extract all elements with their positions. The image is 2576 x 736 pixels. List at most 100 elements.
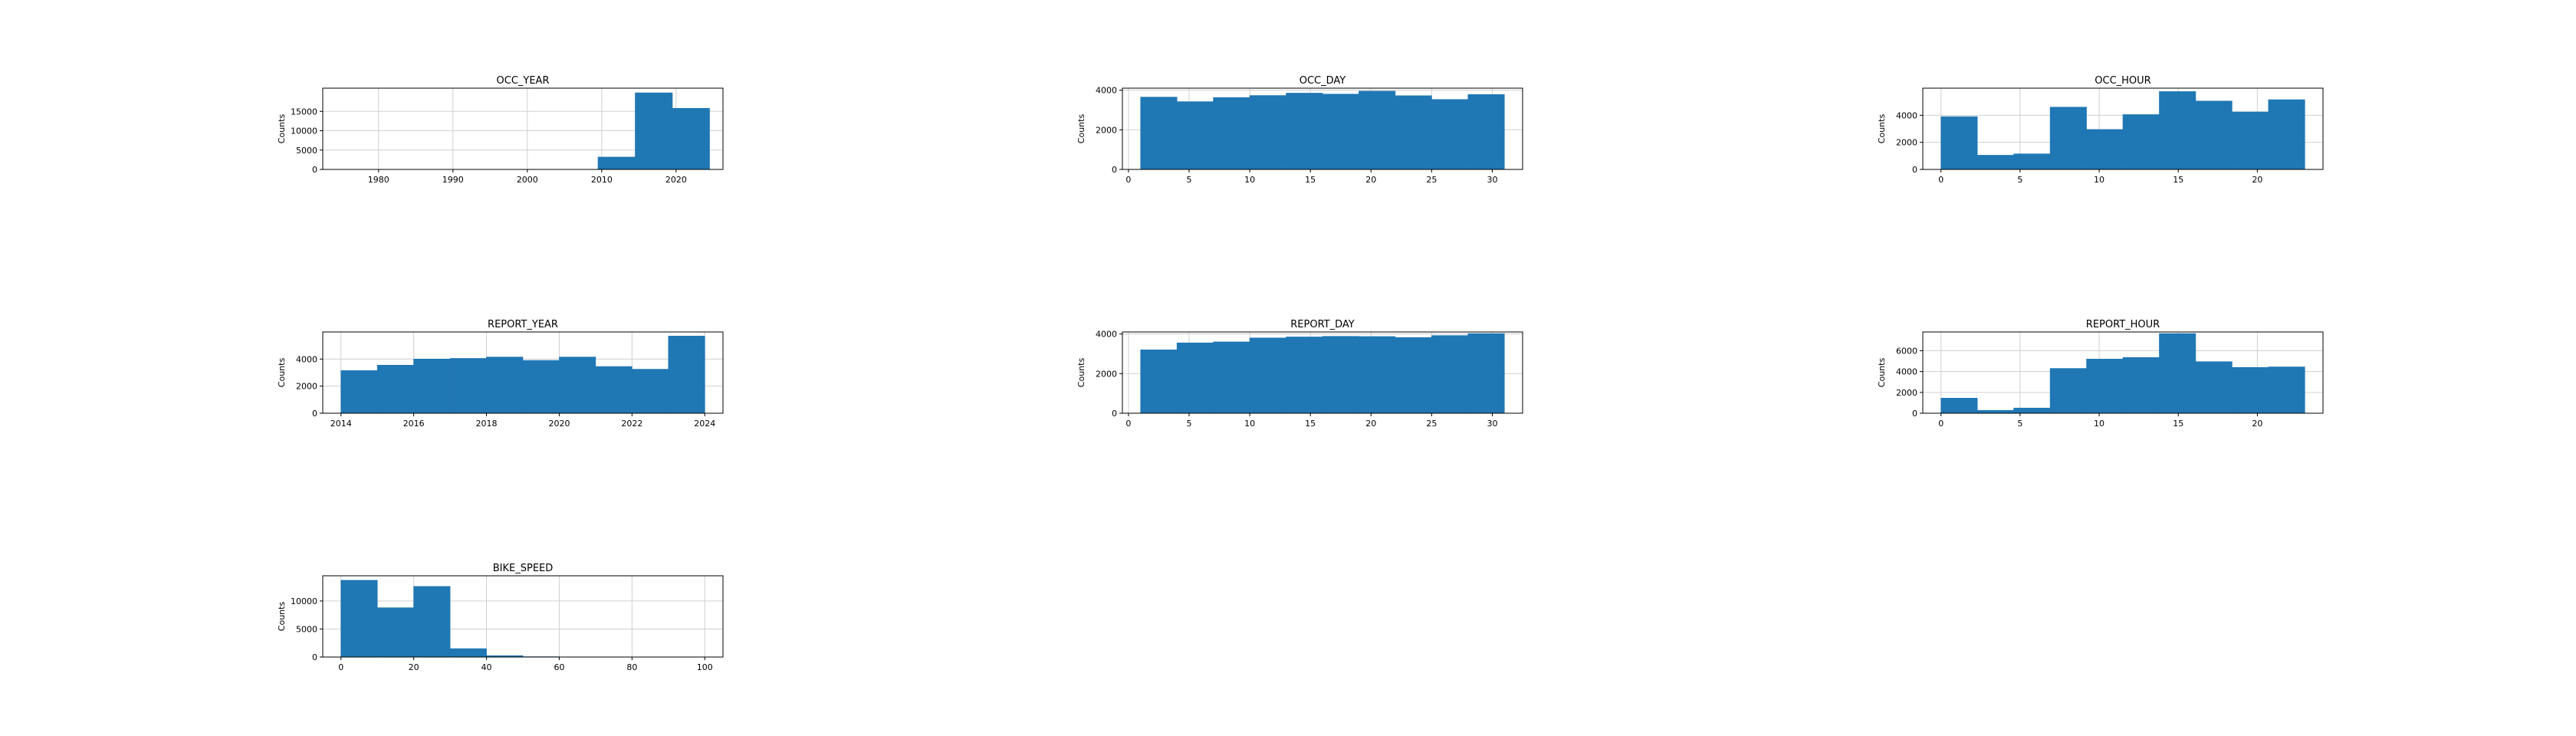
histogram-bar: [1140, 349, 1178, 414]
panel-title: REPORT_DAY: [1290, 319, 1355, 330]
x-tick-label: 5: [1187, 419, 1192, 429]
histogram-bar: [595, 366, 632, 414]
histogram-bar: [1940, 397, 1978, 414]
x-tick-label: 1980: [368, 175, 389, 185]
histogram-bar: [1213, 341, 1250, 414]
axes-frame: [1922, 331, 2324, 414]
histogram-bar: [376, 364, 414, 414]
x-tick-label: 0: [1125, 419, 1131, 429]
histogram-bar: [2232, 366, 2269, 414]
histogram-bar: [2122, 356, 2160, 414]
x-tick-label: 60: [554, 662, 564, 672]
axes-frame: [1122, 87, 1523, 170]
x-tick-label: 5: [1187, 175, 1192, 185]
x-tick-label: 2018: [476, 419, 498, 429]
x-tick-label: 40: [481, 662, 492, 672]
x-tick-label: 30: [1487, 419, 1497, 429]
histogram-bar: [1286, 93, 1323, 170]
histogram-bar: [635, 92, 673, 170]
panel-report-day: REPORT_DAY Counts 0 5 10 15 20 25 30 0 2000 4000: [1076, 319, 1523, 429]
histogram-bar: [340, 580, 378, 658]
panel-bike-speed: BIKE_SPEED Counts 0 20 40 60 80 100 0 5000 10000: [277, 563, 724, 672]
x-tick-label: 10: [2094, 175, 2104, 185]
histogram-bar: [1176, 101, 1214, 170]
panel-title: REPORT_HOUR: [2086, 319, 2160, 330]
histogram-bar: [2086, 359, 2124, 414]
histogram-bar: [1976, 155, 2014, 170]
panel-title: REPORT_YEAR: [488, 319, 558, 330]
y-tick-label: 10000: [291, 596, 317, 606]
y-tick-label: 6000: [1896, 346, 1917, 356]
x-tick-label: 2022: [621, 419, 642, 429]
histogram-bar: [1213, 97, 1250, 170]
histogram-bar: [1467, 94, 1505, 170]
histogram-bar: [1431, 335, 1469, 414]
histogram-bar: [2159, 333, 2196, 414]
y-tick-label: 0: [1912, 165, 1917, 175]
histogram-bar: [1431, 99, 1469, 170]
x-tick-label: 2010: [591, 175, 613, 185]
histogram-bar: [2195, 361, 2233, 414]
y-tick-label: 2000: [1896, 138, 1917, 148]
y-tick-label: 0: [312, 652, 317, 662]
y-tick-label: 15000: [291, 107, 317, 117]
x-tick-label: 2020: [548, 419, 570, 429]
x-tick-label: 2014: [330, 419, 352, 429]
panel-report-year: REPORT_YEAR Counts 2014 2016 2018 2020 2022 2…: [277, 319, 724, 429]
panel-title: OCC_HOUR: [2095, 75, 2150, 87]
x-tick-label: 0: [338, 662, 343, 672]
x-tick-label: 100: [697, 662, 713, 672]
histogram-bar: [1359, 336, 1396, 414]
histogram-bar: [1359, 90, 1396, 170]
panel-occ-year: OCC_YEAR Counts 1980 1990 2000 2010 2020 0 500…: [277, 75, 724, 185]
y-tick-label: 2000: [296, 382, 317, 392]
x-tick-label: 15: [1305, 175, 1316, 185]
histogram-bar: [522, 360, 560, 414]
histogram-bar: [449, 648, 487, 658]
y-tick-label: 0: [312, 409, 317, 419]
histogram-bar: [486, 356, 524, 414]
histogram-bar: [668, 335, 705, 414]
y-tick-label: 4000: [296, 354, 317, 364]
y-tick-label: 5000: [296, 624, 317, 634]
y-tick-label: 5000: [296, 146, 317, 156]
histogram-bar: [413, 586, 451, 658]
panel-report-hour: REPORT_HOUR Counts 0 5 10 15 20 0 2000 4000 6000: [1877, 319, 2324, 429]
x-tick-label: 30: [1487, 175, 1497, 185]
histogram-bar: [1249, 95, 1286, 170]
x-tick-label: 20: [2252, 419, 2262, 429]
histogram-bar: [413, 359, 451, 414]
histogram-bar: [2268, 99, 2305, 170]
histogram-bar: [597, 156, 636, 170]
panel-occ-day: OCC_DAY Counts 0 5 10 15 20 25 30 0 2000 4000: [1076, 75, 1523, 185]
histogram-bar: [1395, 337, 1432, 414]
x-tick-label: 10: [1244, 175, 1255, 185]
y-tick-label: 10000: [291, 127, 317, 136]
x-tick-label: 20: [1365, 175, 1376, 185]
y-axis-label: Counts: [1076, 114, 1086, 144]
x-tick-label: 0: [1938, 419, 1944, 429]
x-tick-label: 15: [2173, 419, 2183, 429]
panel-title: BIKE_SPEED: [493, 563, 554, 574]
y-tick-label: 2000: [1896, 388, 1917, 398]
histogram-bar: [2049, 368, 2087, 414]
y-axis-label: Counts: [1877, 358, 1887, 388]
y-tick-label: 0: [1112, 409, 1117, 419]
y-axis-label: Counts: [1076, 358, 1086, 388]
histogram-bar: [1395, 95, 1432, 170]
x-tick-label: 2000: [517, 175, 538, 185]
x-tick-label: 0: [1938, 175, 1944, 185]
x-tick-label: 0: [1125, 175, 1131, 185]
y-axis-label: Counts: [277, 114, 287, 144]
histogram-bar: [1940, 116, 1978, 170]
histogram-bar: [1322, 94, 1359, 170]
x-tick-label: 20: [1365, 419, 1376, 429]
histogram-bar: [376, 607, 414, 658]
histogram-bar: [2013, 407, 2051, 414]
y-tick-label: 4000: [1096, 330, 1117, 340]
y-tick-label: 4000: [1896, 367, 1917, 377]
x-tick-label: 5: [2017, 175, 2022, 185]
y-tick-label: 0: [1912, 409, 1917, 419]
histogram-bar: [2232, 111, 2269, 170]
